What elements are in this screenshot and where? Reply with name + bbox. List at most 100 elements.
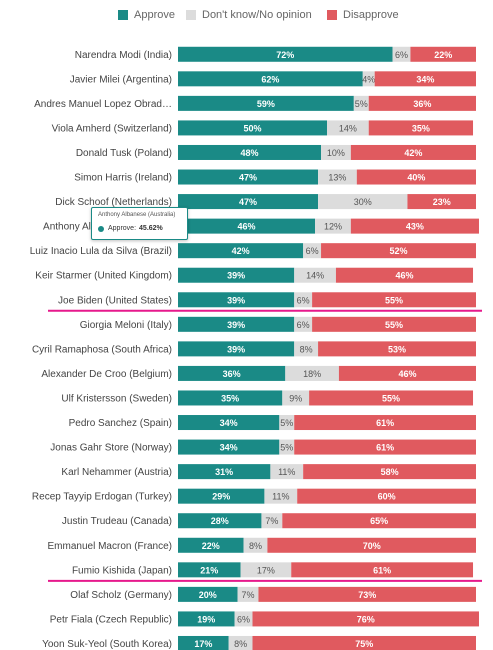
bar-segment: [178, 341, 295, 357]
category-label: Simon Harris (Ireland): [74, 173, 172, 184]
bar-segment: [178, 292, 295, 308]
legend-label-approve: Approve: [134, 9, 175, 21]
category-label: Pedro Sanchez (Spain): [69, 418, 172, 429]
data-label: 29%: [212, 492, 230, 502]
data-label: 34%: [220, 418, 238, 428]
category-label: Jonas Gahr Store (Norway): [50, 443, 172, 454]
bar-segment: [321, 144, 351, 160]
data-label: 52%: [390, 246, 408, 256]
data-label: 11%: [278, 467, 295, 477]
bar-segment: [178, 267, 295, 283]
data-label: 46%: [238, 222, 256, 232]
legend-item-disapprove[interactable]: Disapprove: [327, 7, 399, 23]
bar-segment: [178, 316, 295, 332]
data-label: 23%: [433, 197, 451, 207]
data-label: 19%: [197, 614, 215, 624]
data-label: 8%: [249, 541, 262, 551]
data-label: 55%: [385, 295, 403, 305]
bar-segment: [178, 365, 286, 381]
bar-segment: [294, 415, 476, 431]
bar-segment: [279, 415, 295, 431]
data-label: 75%: [355, 639, 373, 649]
bar-segment: [178, 46, 393, 62]
data-label: 21%: [200, 565, 218, 575]
bar-segment: [368, 120, 474, 136]
bar-segment: [362, 71, 375, 87]
data-label: 59%: [257, 99, 275, 109]
bar-segment: [309, 390, 474, 406]
legend-item-approve[interactable]: Approve: [118, 7, 175, 23]
data-label: 28%: [211, 516, 229, 526]
bar-segment: [350, 218, 479, 234]
data-label: 62%: [261, 74, 279, 84]
data-label: 39%: [227, 344, 245, 354]
bar-segment: [392, 46, 411, 62]
category-label: Joe Biden (United States): [58, 295, 172, 306]
legend-swatch-disapprove: [327, 10, 337, 20]
tooltip-row: Approve: 45.62%: [98, 225, 163, 232]
data-label: 35%: [221, 393, 239, 403]
bar-segment: [178, 513, 262, 529]
bar-segment: [178, 635, 229, 650]
category-label: Viola Amherd (Switzerland): [52, 123, 172, 134]
data-label: 55%: [382, 393, 400, 403]
category-label: Olaf Scholz (Germany): [70, 590, 172, 601]
bar-segment: [294, 439, 476, 455]
bar-segment: [258, 586, 476, 602]
data-label: 39%: [227, 320, 245, 330]
bar-segment: [318, 169, 357, 185]
bar-segment: [178, 218, 316, 234]
data-label: 58%: [381, 467, 399, 477]
category-label: Karl Nehammer (Austria): [61, 467, 172, 478]
bar-segment: [178, 95, 354, 111]
data-label: 35%: [412, 123, 430, 133]
bar-segment: [228, 635, 253, 650]
bar-segment: [178, 464, 271, 480]
category-label: Emmanuel Macron (France): [48, 541, 172, 552]
bar-segment: [178, 586, 238, 602]
bar-segment: [267, 537, 476, 553]
data-label: 30%: [354, 197, 372, 207]
category-label: Luiz Inacio Lula da Silva (Brazil): [30, 246, 172, 257]
legend-item-no-opinion[interactable]: Don't know/No opinion: [186, 7, 312, 23]
bar-segment: [178, 537, 244, 553]
data-label: 4%: [362, 74, 375, 84]
category-label: Ulf Kristersson (Sweden): [61, 393, 172, 404]
data-label: 13%: [328, 173, 346, 183]
data-label: 31%: [215, 467, 233, 477]
bar-segment: [234, 611, 253, 627]
bar-segment: [270, 464, 304, 480]
bar-segment: [294, 341, 319, 357]
data-label: 47%: [239, 197, 257, 207]
category-label: Keir Starmer (United Kingdom): [35, 271, 172, 282]
data-label: 53%: [388, 344, 406, 354]
bar-segment: [327, 120, 369, 136]
bar-segment: [350, 144, 476, 160]
bar-segment: [279, 439, 295, 455]
bar-segment: [410, 46, 476, 62]
bar-segment: [178, 243, 304, 259]
bar-segment: [282, 513, 476, 529]
legend: Approve Don't know/No opinion Disapprove: [0, 7, 493, 23]
data-label: 36%: [413, 99, 431, 109]
chart-tooltip: Anthony Albanese (Australia) Approve: 45…: [91, 207, 188, 240]
data-label: 7%: [265, 516, 278, 526]
bar-segment: [297, 488, 476, 504]
data-label: 8%: [300, 344, 313, 354]
data-label: 20%: [199, 590, 217, 600]
data-label: 46%: [395, 271, 413, 281]
data-label: 39%: [227, 295, 245, 305]
bar-segment: [178, 439, 280, 455]
category-label: Dick Schoof (Netherlands): [55, 197, 172, 208]
data-label: 11%: [272, 492, 289, 502]
bar-segment: [312, 316, 476, 332]
bar-segment: [294, 292, 313, 308]
legend-label-no-opinion: Don't know/No opinion: [202, 9, 312, 21]
bar-segment: [178, 194, 319, 210]
bar-segment: [321, 243, 476, 259]
bar-segment: [178, 120, 327, 136]
bar-segment: [178, 611, 235, 627]
data-label: 6%: [297, 295, 310, 305]
bar-segment: [312, 292, 476, 308]
data-label: 5%: [280, 418, 293, 428]
